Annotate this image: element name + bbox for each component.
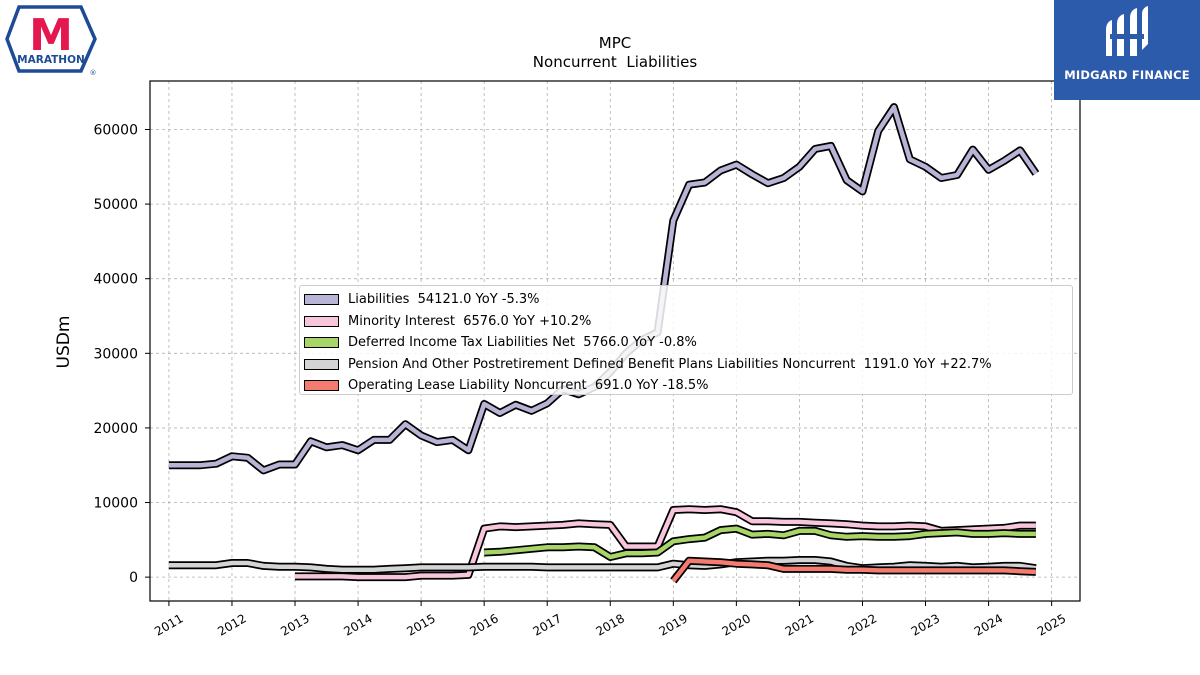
legend-swatch-liabilities — [304, 294, 339, 306]
chart-subtitle: Noncurrent Liabilities — [533, 53, 698, 71]
x-tick-label: 2013 — [278, 611, 311, 638]
series-line-1 — [295, 506, 1036, 580]
legend-item-liabilities: Liabilities 54121.0 YoY -5.3% — [300, 289, 1072, 311]
x-axis: 2011 2012 2013 2014 2015 2016 2017 2018 2019 2020… — [152, 601, 1068, 639]
x-tick-label: 2016 — [467, 611, 500, 638]
series-line-2 — [484, 526, 1036, 560]
midgard-monogram-icon — [1106, 6, 1148, 56]
y-tick-label: 10000 — [93, 496, 138, 512]
legend-label-deferred-income-tax: Deferred Income Tax Liabilities Net 5766… — [348, 335, 697, 351]
x-tick-label: 2014 — [341, 611, 374, 638]
legend-swatch-deferred-income-tax — [304, 337, 339, 349]
plot-area-frame — [149, 80, 1081, 602]
x-tick-label: 2021 — [783, 611, 816, 638]
x-tick-label: 2012 — [215, 611, 248, 638]
marathon-logo-text: MARATHON — [17, 54, 85, 66]
y-tick-label: 30000 — [93, 346, 138, 362]
x-tick-label: 2018 — [594, 611, 627, 638]
series-line-4 — [671, 558, 1036, 583]
legend-item-minority-interest: Minority Interest 6576.0 YoY +10.2% — [300, 311, 1072, 333]
registered-mark: ® — [90, 69, 97, 77]
x-tick-label: 2025 — [1035, 611, 1068, 638]
y-axis-label: USDm — [54, 316, 74, 369]
y-tick-label: 40000 — [93, 272, 138, 288]
legend-label-pension: Pension And Other Postretirement Defined… — [348, 356, 992, 372]
marathon-logo-shape — [5, 5, 97, 73]
midgard-finance-logo: MIDGARD FINANCE — [1054, 0, 1200, 100]
y-tick-label: 50000 — [93, 197, 138, 213]
x-tick-label: 2022 — [846, 611, 879, 638]
legend-swatch-operating-lease — [304, 380, 339, 392]
chart-title: MPC — [599, 34, 631, 52]
y-axis: 0 10000 20000 30000 40000 50000 60000 — [93, 122, 150, 586]
legend-swatch-minority-interest — [304, 315, 339, 327]
marathon-logo-letter: M — [29, 10, 73, 61]
midgard-finance-logo-text: MIDGARD FINANCE — [1064, 68, 1190, 82]
y-tick-label: 0 — [129, 570, 138, 586]
x-tick-label: 2019 — [657, 611, 690, 638]
x-tick-label: 2011 — [152, 611, 185, 638]
x-tick-label: 2017 — [530, 611, 563, 638]
legend-item-operating-lease: Operating Lease Liability Noncurrent 691… — [300, 375, 1072, 397]
x-tick-label: 2024 — [972, 611, 1005, 638]
legend-label-minority-interest: Minority Interest 6576.0 YoY +10.2% — [348, 313, 592, 329]
legend-item-pension: Pension And Other Postretirement Defined… — [300, 354, 1072, 376]
x-tick-label: 2023 — [909, 611, 942, 638]
x-tick-label: 2015 — [404, 611, 437, 638]
legend-swatch-pension — [304, 358, 339, 370]
y-tick-label: 60000 — [93, 122, 138, 138]
chart-legend: Liabilities 54121.0 YoY -5.3% Minority I… — [299, 285, 1073, 395]
legend-label-operating-lease: Operating Lease Liability Noncurrent 691… — [348, 378, 709, 394]
x-tick-label: 2020 — [720, 611, 753, 638]
marathon-logo: M MARATHON ® — [5, 5, 97, 77]
legend-item-deferred-income-tax: Deferred Income Tax Liabilities Net 5766… — [300, 332, 1072, 354]
y-tick-label: 20000 — [93, 421, 138, 437]
legend-label-liabilities: Liabilities 54121.0 YoY -5.3% — [348, 292, 540, 308]
